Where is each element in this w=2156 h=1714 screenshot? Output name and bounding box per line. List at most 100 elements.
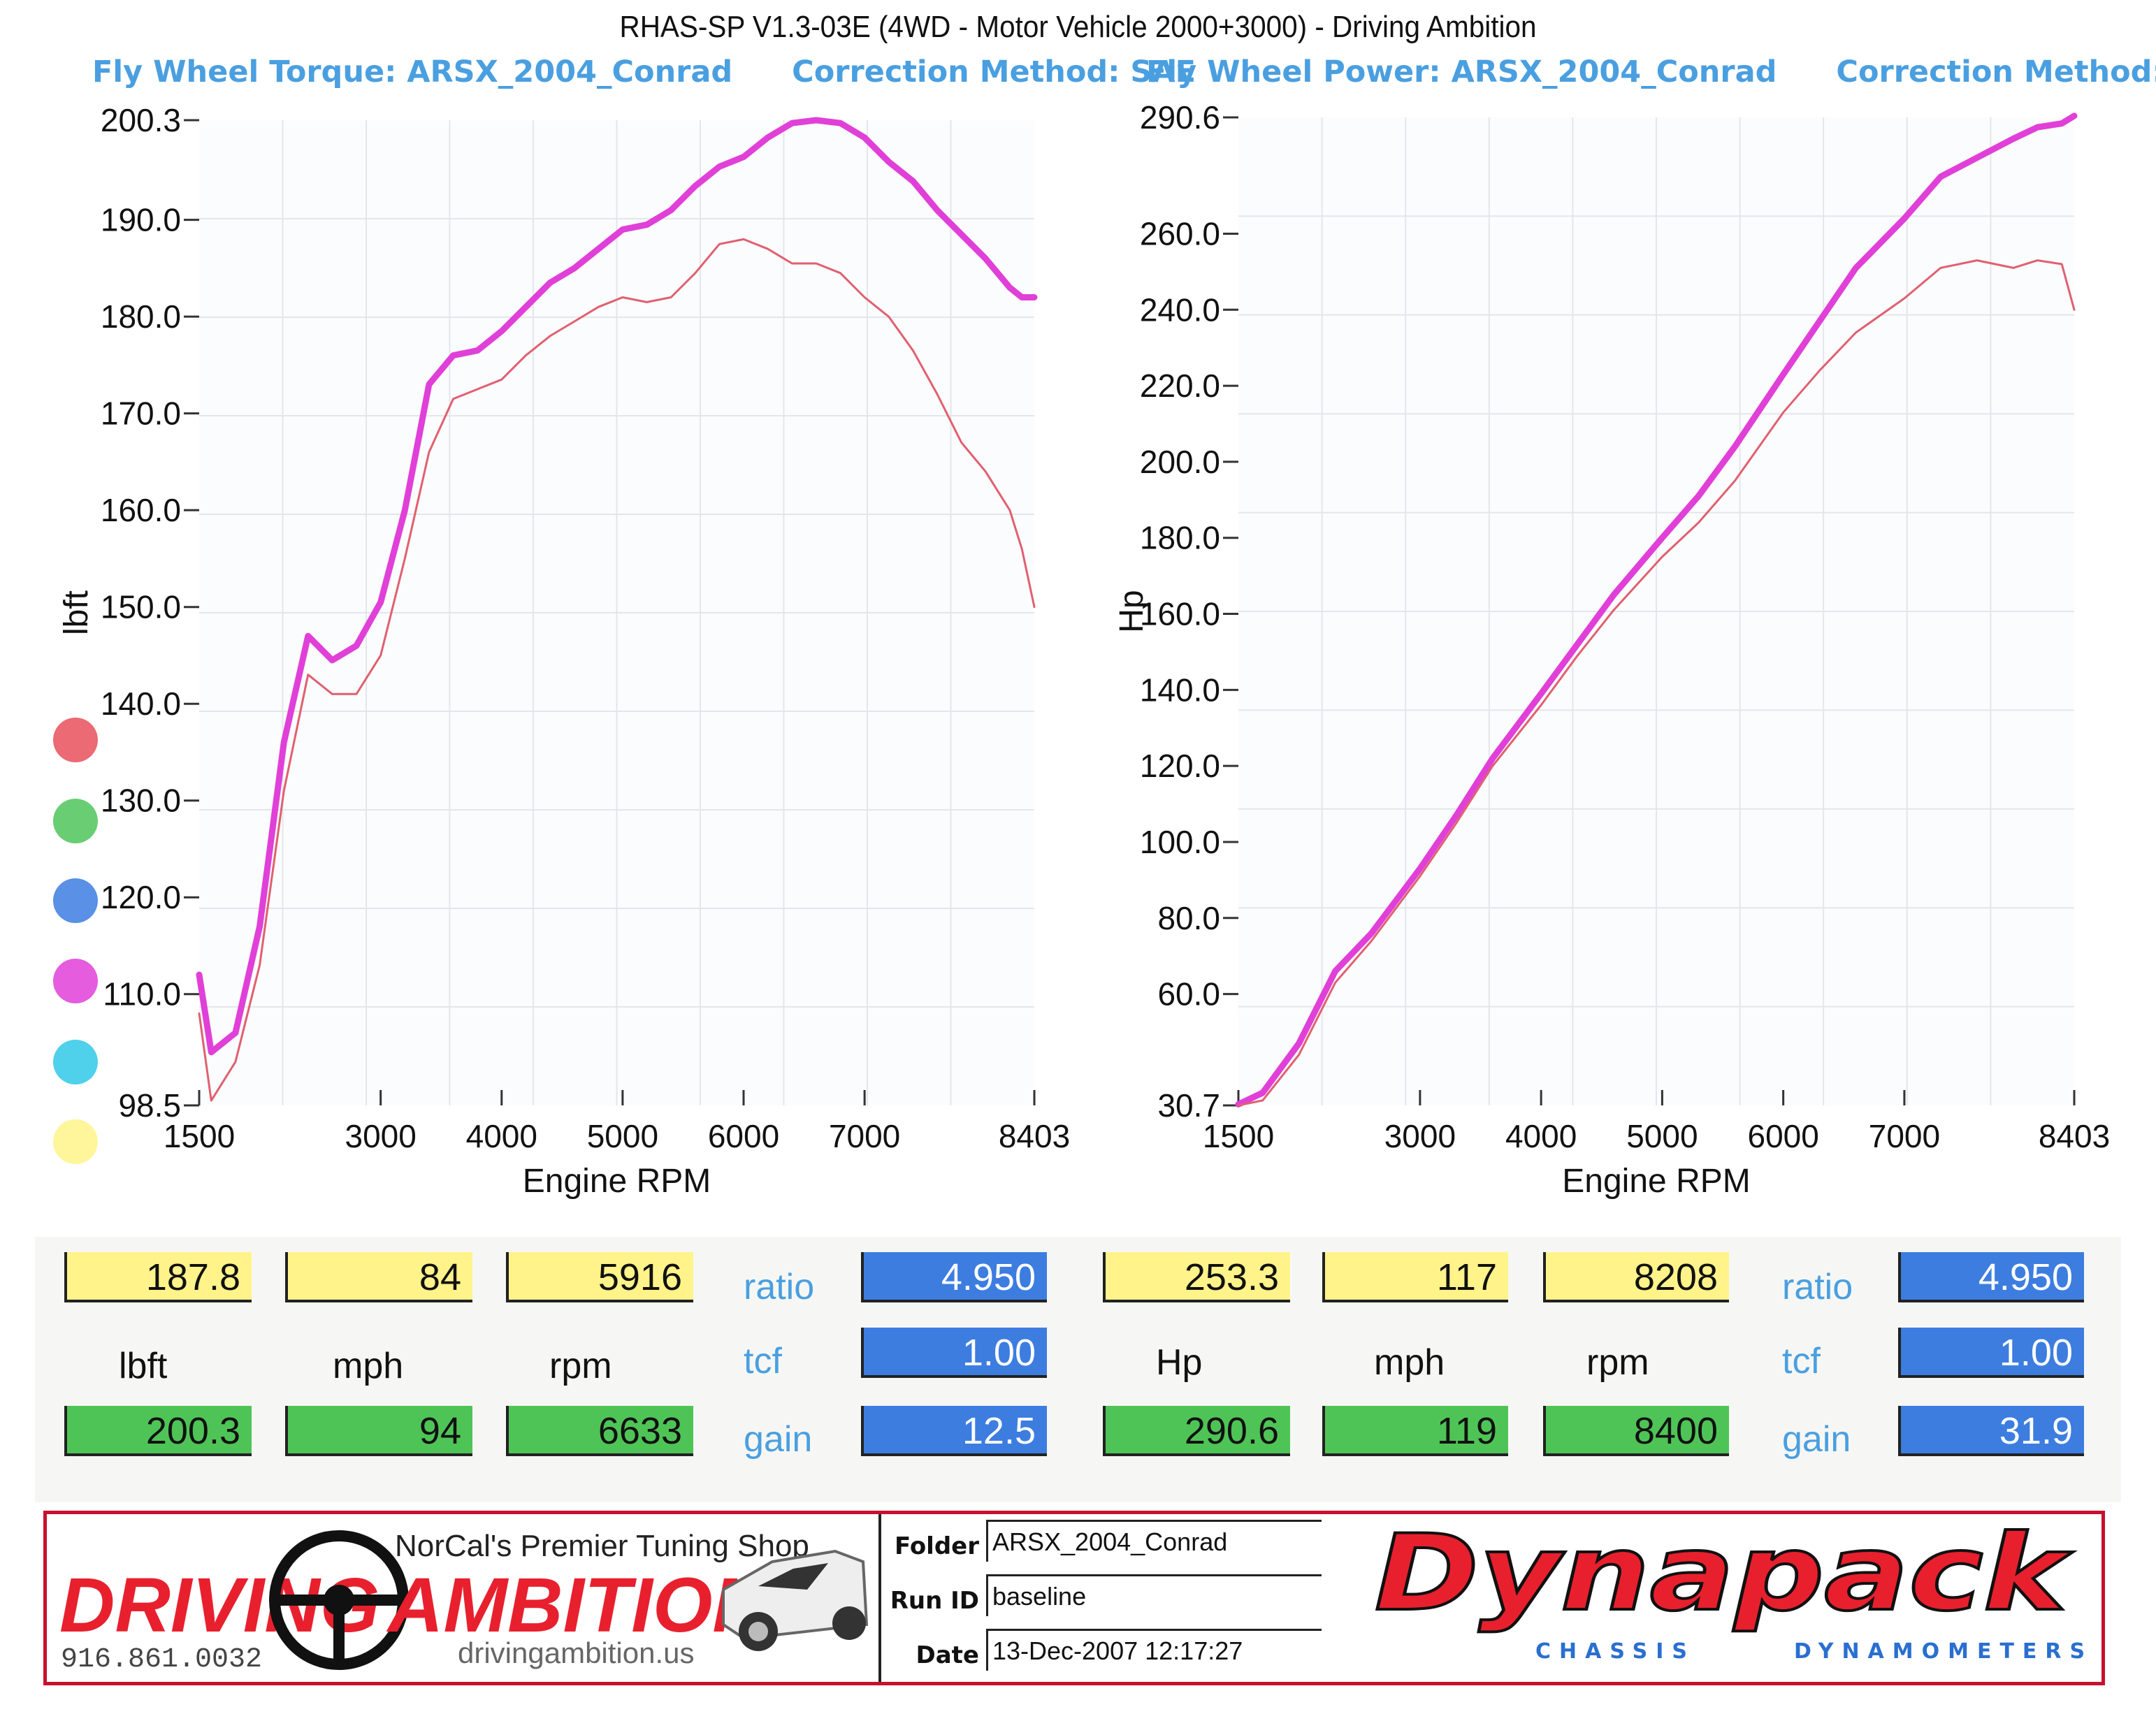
y-tick-label: 140.0 — [101, 685, 181, 722]
power-readout-speed: 117 — [1322, 1252, 1508, 1302]
brand-name-right: AMBITION — [386, 1562, 769, 1648]
x-tick-label: 4000 — [466, 1118, 537, 1154]
page-title: RHAS-SP V1.3-03E (4WD - Motor Vehicle 20… — [619, 10, 1537, 44]
torque-tcf-label: tcf — [744, 1341, 782, 1381]
y-tick-label: 160.0 — [1140, 596, 1220, 632]
legend-dot-cyan — [53, 1040, 98, 1084]
power-readout-rpm: 8208 — [1543, 1252, 1729, 1302]
x-tick-label: 3000 — [345, 1118, 416, 1154]
torque-gain-label: gain — [744, 1419, 813, 1460]
torque-peak-value: 200.3 — [64, 1406, 252, 1456]
x-tick-label: 7000 — [829, 1118, 900, 1154]
y-axis-label: Hp — [1113, 590, 1150, 632]
legend-dot-blue — [53, 878, 98, 923]
power-chart-title: Fly Wheel Power: ARSX_2004_Conrad — [1146, 55, 1777, 89]
power-peak-value: 290.6 — [1103, 1406, 1290, 1456]
dynapack-name: Dynapack — [1375, 1518, 2074, 1634]
power-unit-mph: mph — [1374, 1342, 1445, 1383]
x-tick-label: 5000 — [1626, 1118, 1698, 1154]
power-ratio-label: ratio — [1782, 1267, 1853, 1307]
y-tick-label: 220.0 — [1140, 368, 1220, 404]
x-axis-label: Engine RPM — [1562, 1163, 1750, 1200]
series-line-baseline — [198, 238, 1036, 1102]
brand-phone: 916.861.0032 — [61, 1644, 262, 1673]
x-axis-label: Engine RPM — [523, 1163, 711, 1200]
driving-ambition-logo: NorCal's Premier Tuning Shop DRIVING AMB… — [59, 1529, 869, 1673]
torque-peak-speed: 94 — [285, 1406, 472, 1456]
torque-unit-lbft: lbft — [119, 1346, 168, 1386]
folder-value: ARSX_2004_Conrad — [986, 1520, 1322, 1562]
torque-unit-mph: mph — [333, 1346, 404, 1386]
power-unit-rpm: rpm — [1586, 1342, 1649, 1383]
y-tick-label: 260.0 — [1140, 215, 1220, 252]
power-gain-value: 31.9 — [1898, 1406, 2084, 1456]
torque-unit-rpm: rpm — [549, 1346, 612, 1386]
y-tick-label: 100.0 — [1140, 824, 1220, 860]
torque-chart-title: Fly Wheel Torque: ARSX_2004_Conrad — [92, 55, 733, 89]
series-line-baseline — [1237, 259, 2076, 1107]
power-chart: 290.6 260.0 240.0 220.0 200.0 180.0 160.0 140.0… — [1113, 99, 2110, 1200]
torque-gain-value: 12.5 — [861, 1406, 1047, 1456]
y-tick-label: 200.3 — [101, 102, 181, 138]
power-gain-label: gain — [1782, 1419, 1851, 1460]
torque-peak-rpm: 6633 — [506, 1406, 693, 1456]
torque-readout-speed: 84 — [285, 1252, 472, 1302]
x-tick-label: 7000 — [1869, 1118, 1940, 1154]
y-tick-label: 120.0 — [101, 879, 181, 915]
y-tick-label: 60.0 — [1157, 976, 1220, 1012]
power-ratio-value: 4.950 — [1898, 1252, 2084, 1302]
y-tick-label: 120.0 — [1140, 748, 1220, 784]
run-id-value: baseline — [986, 1574, 1322, 1616]
x-tick-label: 3000 — [1384, 1118, 1456, 1154]
series-line-corrected — [1235, 112, 2078, 1107]
y-tick-label: 80.0 — [1157, 900, 1220, 936]
run-id-label: Run ID — [890, 1587, 979, 1615]
y-tick-label: 190.0 — [101, 202, 181, 238]
date-label: Date — [916, 1641, 979, 1669]
power-chart-subtitle: Correction Method: SAE — [1836, 55, 2156, 89]
y-tick-label: 290.6 — [1140, 99, 1220, 136]
power-unit-hp: Hp — [1156, 1342, 1203, 1383]
legend-dot-magenta — [53, 959, 98, 1003]
y-axis-label: lbft — [58, 590, 95, 635]
power-chart-header: Fly Wheel Power: ARSX_2004_Conrad Correc… — [1146, 55, 2156, 96]
torque-readout-value: 187.8 — [64, 1252, 252, 1302]
x-tick-label: 4000 — [1505, 1118, 1577, 1154]
torque-ratio-value: 4.950 — [861, 1252, 1047, 1302]
date-value: 13-Dec-2007 12:17:27 — [986, 1629, 1322, 1671]
steering-wheel-icon — [269, 1530, 409, 1670]
x-tick-label: 8403 — [999, 1118, 1070, 1154]
x-tick-label: 5000 — [587, 1118, 658, 1154]
run-id-row: Run ID baseline — [881, 1574, 1343, 1623]
power-peak-speed: 119 — [1322, 1406, 1508, 1456]
brand-website: drivingambition.us — [458, 1636, 695, 1669]
dynapack-sub-left: CHASSIS — [1535, 1639, 1695, 1664]
x-tick-label: 6000 — [708, 1118, 779, 1154]
folder-label: Folder — [894, 1532, 979, 1560]
torque-chart-subtitle: Correction Method: SAE — [792, 55, 1196, 89]
torque-chart-header: Fly Wheel Torque: ARSX_2004_Conrad Corre… — [92, 55, 1245, 96]
x-tick-label: 1500 — [1203, 1118, 1274, 1154]
power-readout-value: 253.3 — [1103, 1252, 1290, 1302]
power-tcf-label: tcf — [1782, 1341, 1821, 1381]
y-tick-label: 180.0 — [101, 298, 181, 335]
x-tick-label: 8403 — [2039, 1118, 2110, 1154]
legend-dot-green — [53, 799, 98, 843]
y-tick-label: 150.0 — [101, 589, 181, 625]
y-tick-label: 140.0 — [1140, 671, 1220, 708]
folder-row: Folder ARSX_2004_Conrad — [881, 1520, 1343, 1569]
y-tick-label: 30.7 — [1157, 1087, 1220, 1124]
y-tick-label: 240.0 — [1140, 291, 1220, 328]
legend-dot-red — [53, 718, 98, 762]
torque-readout-rpm: 5916 — [506, 1252, 693, 1302]
dynapack-sub-right: DYNAMOMETERS — [1794, 1639, 2093, 1664]
y-tick-label: 98.5 — [118, 1087, 181, 1124]
y-tick-label: 200.0 — [1140, 444, 1220, 480]
legend-dot-yellow — [53, 1119, 98, 1164]
torque-chart: 200.3 190.0 180.0 170.0 160.0 150.0 140.0 130.0… — [58, 102, 1070, 1200]
date-row: Date 13-Dec-2007 12:17:27 — [881, 1629, 1343, 1678]
y-tick-label: 130.0 — [101, 783, 181, 819]
x-tick-label: 6000 — [1747, 1118, 1818, 1154]
y-tick-label: 160.0 — [101, 492, 181, 528]
car-image — [722, 1549, 869, 1651]
